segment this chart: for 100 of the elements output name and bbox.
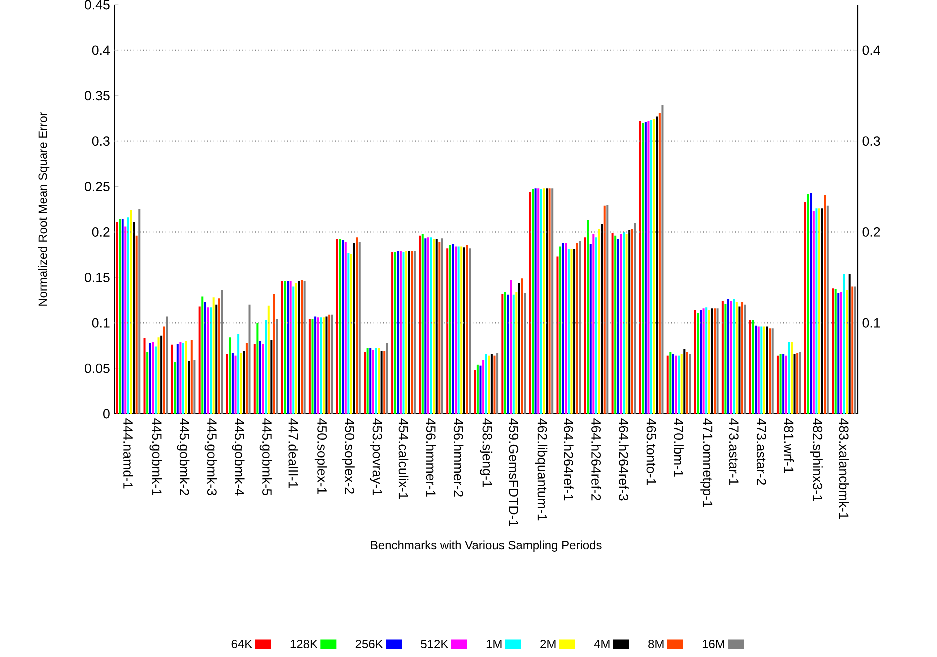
bar [262,344,264,414]
bar [512,294,515,414]
bar [317,318,320,414]
bar [350,254,352,414]
bar [631,230,634,414]
bar [342,240,344,414]
bar [576,243,578,414]
x-tick-label: 481.wrf-1 [784,418,794,474]
bar [386,343,388,414]
bar [675,356,678,414]
bar [700,310,702,414]
bar [810,193,812,414]
bar [290,281,292,414]
bar [207,308,210,414]
bar [769,328,772,414]
y-tick-label: 0.15 [84,272,110,282]
bar [312,319,314,414]
bar [144,338,146,414]
x-tick-label: 456.hmmer-1 [426,418,436,497]
bar [452,244,454,414]
bar [626,234,628,414]
x-tick-label: 453.povray-1 [370,418,382,496]
legend-label: 64K [232,640,252,648]
bar [758,326,760,414]
bar [504,292,506,414]
bar [788,342,790,414]
bar [246,343,248,414]
bar [392,252,394,414]
y2-tick-label: 0.3 [862,136,880,146]
bar [204,302,206,414]
bar [824,194,826,414]
bar [736,302,738,414]
legend-label: 4M [594,640,610,648]
bar [422,234,424,414]
bar [595,238,598,414]
bar [356,238,358,414]
x-tick-label: 483.xalancbmk-1 [839,418,850,520]
x-tick-label: 450.soplex-1 [314,418,328,494]
bar [590,244,592,414]
x-tick-label: 450.soplex-2 [342,418,355,494]
bar [430,238,432,414]
y-tick-label: 0.25 [84,182,110,192]
x-tick-label: 473.astar-1 [729,418,739,486]
bar [485,354,488,414]
bar [449,244,452,414]
bar [226,354,228,414]
y-tick-label: 0.2 [92,228,110,237]
bar [234,356,237,414]
x-tick-label: 458.sjeng-1 [480,418,493,488]
bar [749,320,752,414]
bar [587,220,590,414]
bar [763,326,766,414]
bar [639,121,642,414]
x-tick-label: 464.h264ref-2 [592,418,602,501]
x-tick-label: 454.calculix-1 [398,418,409,500]
bar [755,326,758,414]
x-tick-label: 482.sphinx3-1 [810,418,823,502]
legend-label: 16M [702,640,724,648]
bar [130,210,132,414]
bar [364,352,366,414]
x-tick-label: 464.h264ref-1 [564,418,574,501]
x-tick-label: 444.namd-1 [124,418,134,489]
bar [532,190,534,414]
bar [372,350,374,414]
bar [384,351,386,414]
bar [158,338,160,414]
bar [728,299,730,414]
bar [843,274,846,414]
y-axis-title: Normalized Root Mean Square Error [38,112,50,306]
bar [466,244,468,414]
x-tick-label: 462.libquantum-1 [535,418,548,521]
x-axis-title: Benchmarks with Various Sampling Periods [371,540,602,552]
y-tick-label: 0 [104,409,110,419]
bar [617,239,620,414]
bar [722,301,724,414]
bar [378,348,380,414]
bar [480,366,482,414]
bar [562,243,564,414]
legend-label: 256K [356,640,384,648]
bar [780,354,782,414]
bar [598,230,600,414]
bar [427,238,430,414]
y-tick-label: 0.35 [84,91,110,101]
bar [742,302,744,414]
bar [648,121,650,414]
bar [772,328,774,414]
x-tick-label: 445.gobmk-1 [150,418,162,496]
y-tick-label: 0.1 [92,318,110,328]
bar [807,194,810,414]
x-tick-label: 456.hmmer-2 [454,418,464,497]
bar [678,356,680,414]
bar [210,308,212,414]
bar [838,293,840,414]
x-tick-label: 445.gobmk-3 [204,418,218,496]
bar [320,318,322,414]
bar [314,316,317,414]
bar [650,120,653,414]
bar [568,249,570,414]
bar [689,354,692,414]
bar [394,252,396,414]
